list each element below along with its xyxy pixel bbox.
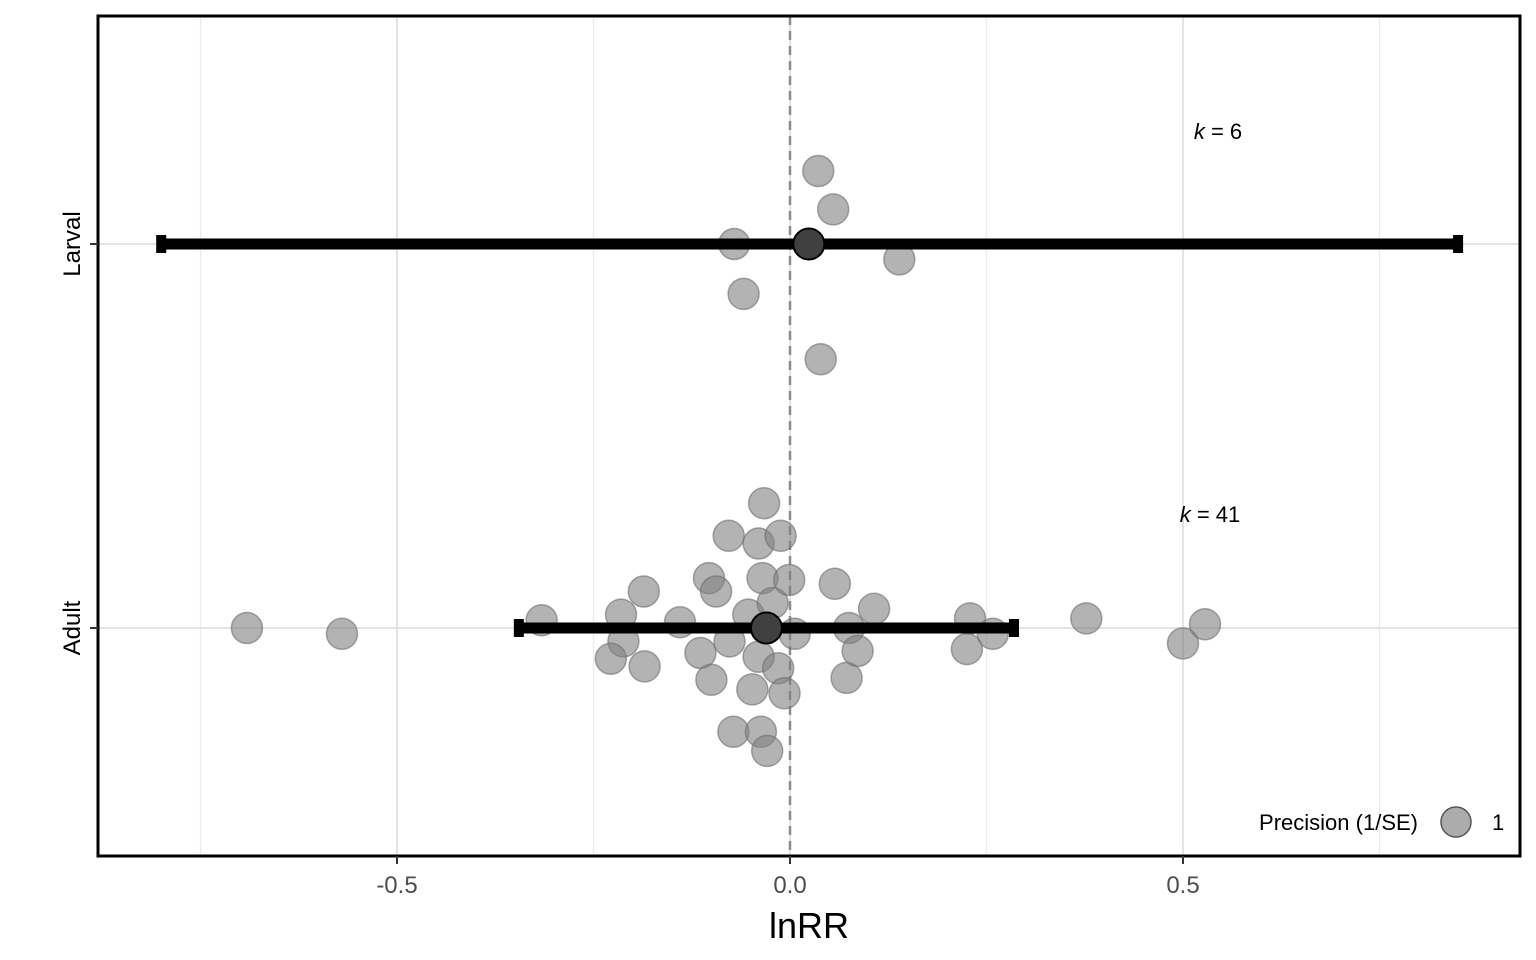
data-point — [750, 734, 784, 768]
ci-cap-high — [1009, 619, 1020, 637]
data-point — [699, 575, 733, 608]
data-point — [712, 519, 745, 553]
k-annotation: k = 41 — [1180, 502, 1241, 527]
data-point — [857, 592, 891, 626]
estimate-point — [792, 227, 826, 261]
y-tick-label: Larval — [59, 211, 86, 276]
data-point — [727, 277, 760, 311]
data-point — [628, 650, 661, 683]
ci-cap-low — [513, 619, 524, 637]
data-point — [841, 634, 874, 668]
plot-panel-border — [96, 14, 1522, 858]
data-point — [764, 519, 797, 553]
data-point — [1166, 627, 1200, 660]
ci-cap-low — [156, 235, 167, 253]
y-tick-label: Adult — [59, 600, 86, 655]
data-point — [802, 154, 835, 188]
data-point — [325, 617, 359, 651]
confidence-intervals — [156, 235, 1464, 637]
data-point — [747, 486, 781, 520]
legend-value: 1 — [1492, 810, 1504, 835]
x-tick-label: -0.5 — [376, 872, 417, 899]
data-point — [717, 715, 750, 748]
data-point — [818, 567, 852, 601]
k-annotations: k = 6 k = 41 — [1180, 119, 1242, 527]
data-point — [1070, 602, 1103, 635]
effect-size-points — [230, 154, 1222, 768]
x-tick-label: 0.0 — [773, 872, 806, 899]
data-point — [736, 673, 769, 706]
x-axis-title: lnRR — [769, 905, 849, 946]
data-point — [804, 342, 837, 376]
legend-title: Precision (1/SE) — [1259, 810, 1418, 835]
estimate-point — [749, 611, 783, 645]
data-point — [594, 642, 628, 675]
ci-cap-high — [1453, 235, 1464, 253]
data-point — [627, 575, 661, 608]
data-point — [950, 632, 984, 666]
mean-estimates — [749, 227, 826, 645]
k-annotation: k = 6 — [1194, 119, 1242, 144]
data-point — [695, 663, 728, 697]
x-axis: -0.5 0.0 0.5 — [376, 856, 1200, 899]
data-point — [816, 193, 850, 226]
y-axis: Larval Adult — [59, 211, 98, 655]
data-point — [230, 611, 264, 645]
data-point — [1188, 607, 1222, 641]
legend: Precision (1/SE) 1 — [1259, 806, 1504, 838]
grid-lines — [98, 16, 1520, 856]
data-point — [768, 677, 801, 710]
legend-key-point — [1440, 806, 1472, 838]
data-point — [772, 563, 806, 597]
x-tick-label: 0.5 — [1166, 872, 1199, 899]
